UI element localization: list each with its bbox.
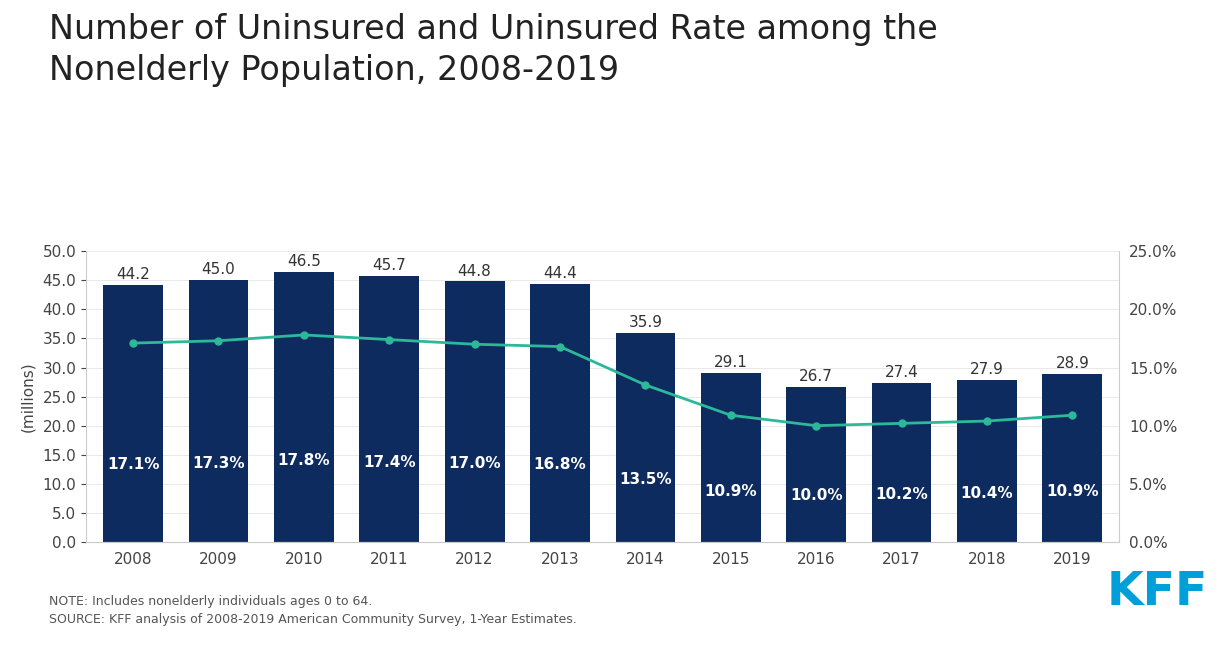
Text: 10.9%: 10.9% <box>705 484 758 499</box>
Text: 44.4: 44.4 <box>544 266 577 281</box>
Bar <box>530 284 590 542</box>
Text: 45.7: 45.7 <box>373 258 406 273</box>
Bar <box>274 272 333 542</box>
Text: 10.0%: 10.0% <box>790 488 843 503</box>
Text: 45.0: 45.0 <box>202 262 235 278</box>
Bar <box>445 282 504 542</box>
Bar <box>957 379 1017 542</box>
Text: 28.9: 28.9 <box>1055 356 1090 371</box>
Text: 44.2: 44.2 <box>116 267 150 282</box>
Text: 27.4: 27.4 <box>884 365 919 379</box>
Bar <box>701 373 760 542</box>
Text: 17.4%: 17.4% <box>363 455 416 470</box>
Bar <box>103 285 162 542</box>
Text: 10.4%: 10.4% <box>961 486 1014 501</box>
Bar <box>615 333 675 542</box>
Text: 35.9: 35.9 <box>629 315 663 330</box>
Text: 13.5%: 13.5% <box>619 472 672 487</box>
Text: 27.9: 27.9 <box>970 362 1004 377</box>
Text: 17.8%: 17.8% <box>278 453 330 469</box>
Text: 10.9%: 10.9% <box>1046 484 1098 499</box>
Text: 17.0%: 17.0% <box>448 456 501 471</box>
Y-axis label: (millions): (millions) <box>21 362 36 432</box>
Text: 46.5: 46.5 <box>287 254 321 268</box>
Text: 17.1%: 17.1% <box>107 457 160 473</box>
Text: 44.8: 44.8 <box>458 264 492 278</box>
Bar <box>359 276 419 542</box>
Text: 16.8%: 16.8% <box>534 457 587 472</box>
Bar <box>872 383 931 542</box>
Bar <box>1043 374 1102 542</box>
Text: 10.2%: 10.2% <box>876 486 927 502</box>
Bar <box>786 387 846 542</box>
Text: 29.1: 29.1 <box>713 355 748 370</box>
Text: 26.7: 26.7 <box>800 369 833 384</box>
Bar <box>188 280 248 542</box>
Text: 17.3%: 17.3% <box>192 456 245 471</box>
Text: NOTE: Includes nonelderly individuals ages 0 to 64.
SOURCE: KFF analysis of 2008: NOTE: Includes nonelderly individuals ag… <box>49 595 577 626</box>
Text: Number of Uninsured and Uninsured Rate among the
Nonelderly Population, 2008-201: Number of Uninsured and Uninsured Rate a… <box>49 13 938 87</box>
Text: KFF: KFF <box>1107 570 1208 615</box>
